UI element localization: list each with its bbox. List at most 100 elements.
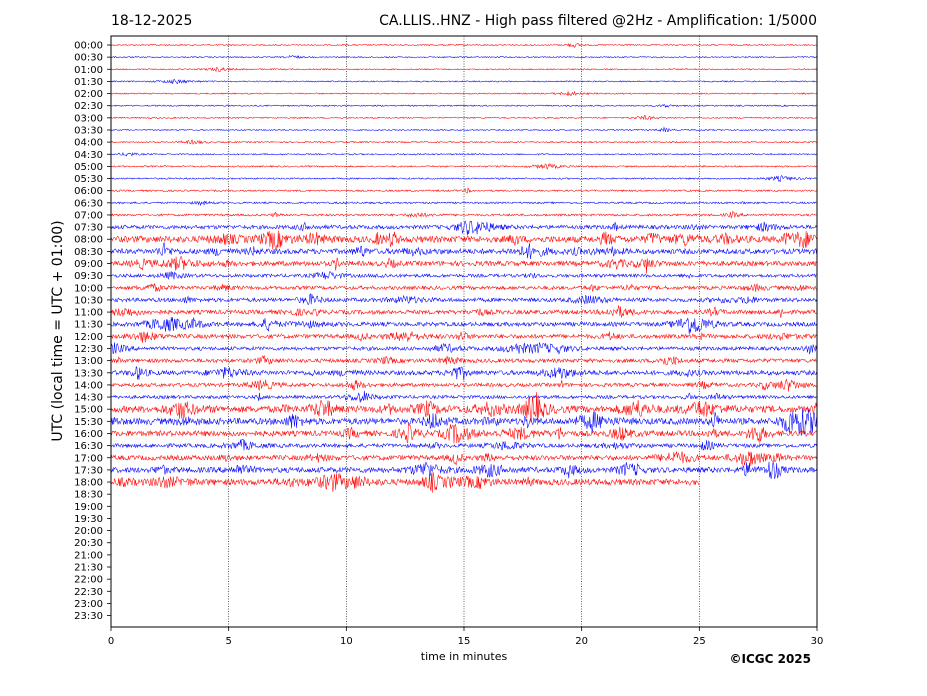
trace-0500: [110, 162, 817, 170]
trace-0900: [110, 256, 817, 274]
trace-0400: [110, 139, 817, 145]
trace-0100: [110, 66, 817, 73]
y-tick-label: 14:30: [74, 393, 103, 404]
y-tick-label: 07:30: [74, 223, 103, 234]
y-tick-label: 18:00: [74, 478, 103, 489]
x-tick-label: 10: [340, 636, 353, 647]
x-axis-label: time in minutes: [421, 650, 508, 663]
y-axis-label: UTC (local time = UTC + 01:00): [50, 220, 66, 441]
trace-0930: [110, 271, 817, 280]
trace-1400: [110, 378, 817, 392]
y-tick-label: 15:30: [74, 417, 103, 428]
trace-1130: [110, 317, 817, 335]
y-tick-label: 22:30: [74, 587, 103, 598]
y-tick-label: 12:30: [74, 344, 103, 355]
trace-0830: [110, 242, 817, 260]
y-tick-label: 08:00: [74, 235, 103, 246]
y-tick-label: 11:00: [74, 308, 103, 319]
x-tick-label: 5: [225, 636, 231, 647]
trace-0030: [110, 55, 817, 59]
y-tick-label: 21:30: [74, 563, 103, 574]
y-tick-label: 19:30: [74, 514, 103, 525]
x-tick-label: 20: [575, 636, 588, 647]
seismic-traces: [110, 42, 817, 493]
y-tick-label: 10:30: [74, 295, 103, 306]
y-tick-label: 20:00: [74, 526, 103, 537]
trace-1100: [110, 305, 817, 319]
y-tick-label: 16:00: [74, 429, 103, 440]
x-tick-label: 0: [108, 636, 114, 647]
vertical-gridlines: [228, 36, 700, 627]
x-tick-label: 30: [811, 636, 824, 647]
x-axis-ticks: 0 5 10 15 20 25 30: [108, 627, 824, 647]
trace-1430: [110, 390, 817, 403]
y-tick-label: 23:30: [74, 611, 103, 622]
copyright-label: ©ICGC 2025: [729, 652, 811, 666]
y-tick-label: 05:00: [74, 162, 103, 173]
y-tick-label: 09:30: [74, 271, 103, 282]
y-tick-label: 03:30: [74, 125, 103, 136]
y-tick-label: 23:00: [74, 599, 103, 610]
trace-1730: [110, 461, 817, 480]
y-tick-label: 02:30: [74, 101, 103, 112]
y-tick-label: 14:00: [74, 380, 103, 391]
date-label: 18-12-2025: [111, 13, 192, 29]
trace-1000: [110, 282, 817, 292]
trace-1030: [110, 293, 817, 306]
x-tick-label: 15: [458, 636, 471, 647]
trace-0530: [110, 175, 817, 183]
y-tick-label: 04:30: [74, 150, 103, 161]
y-tick-label: 01:30: [74, 77, 103, 88]
y-tick-label: 09:00: [74, 259, 103, 270]
y-tick-label: 21:00: [74, 550, 103, 561]
y-tick-label: 08:30: [74, 247, 103, 258]
y-tick-label: 02:00: [74, 89, 103, 100]
trace-1230: [110, 342, 817, 355]
y-tick-label: 13:30: [74, 368, 103, 379]
y-tick-label: 11:30: [74, 320, 103, 331]
trace-0430: [110, 151, 817, 157]
trace-0200: [110, 90, 817, 97]
trace-0600: [110, 187, 817, 194]
trace-1330: [110, 365, 817, 381]
y-tick-label: 04:00: [74, 138, 103, 149]
y-tick-label: 17:30: [74, 465, 103, 476]
trace-1500: [110, 392, 817, 425]
y-tick-label: 00:30: [74, 53, 103, 64]
y-tick-label: 12:00: [74, 332, 103, 343]
trace-0130: [110, 78, 817, 85]
y-tick-label: 22:00: [74, 575, 103, 586]
y-tick-label: 05:30: [74, 174, 103, 185]
y-tick-label: 10:00: [74, 283, 103, 294]
y-tick-label: 19:00: [74, 502, 103, 513]
trace-1600: [110, 423, 817, 444]
trace-0300: [110, 114, 817, 121]
y-tick-label: 15:00: [74, 405, 103, 416]
y-tick-label: 06:00: [74, 186, 103, 197]
trace-1200: [111, 331, 817, 343]
trace-1300: [110, 355, 817, 365]
trace-1630: [110, 438, 817, 451]
trace-0000: [110, 42, 817, 48]
y-tick-label: 03:00: [74, 113, 103, 124]
y-tick-label: 07:00: [74, 210, 103, 221]
y-axis-ticks: 00:0000:3001:0001:3002:0002:3003:0003:30…: [74, 41, 111, 622]
y-tick-label: 17:00: [74, 453, 103, 464]
y-tick-label: 20:30: [74, 538, 103, 549]
y-tick-label: 06:30: [74, 198, 103, 209]
trace-0700: [110, 210, 817, 219]
y-tick-label: 13:00: [74, 356, 103, 367]
trace-0230: [111, 103, 817, 108]
chart-title: CA.LLIS..HNZ - High pass filtered @2Hz -…: [379, 13, 817, 29]
y-tick-label: 18:30: [74, 490, 103, 501]
trace-0630: [110, 200, 817, 207]
x-tick-label: 25: [693, 636, 706, 647]
trace-1800: [110, 471, 700, 493]
trace-1530: [110, 408, 817, 436]
y-tick-label: 01:00: [74, 65, 103, 76]
trace-0330: [110, 126, 817, 132]
y-tick-label: 00:00: [74, 41, 103, 52]
trace-0800: [110, 230, 817, 250]
y-tick-label: 16:30: [74, 441, 103, 452]
